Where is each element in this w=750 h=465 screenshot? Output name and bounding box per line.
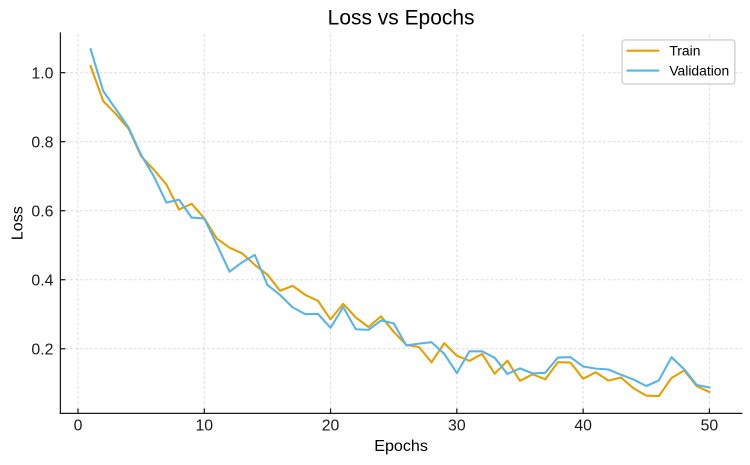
svg-text:20: 20 (322, 417, 340, 434)
svg-text:0.2: 0.2 (31, 341, 53, 358)
svg-text:0: 0 (74, 417, 83, 434)
svg-text:Loss: Loss (9, 206, 27, 240)
svg-text:Loss vs Epochs: Loss vs Epochs (328, 7, 475, 30)
svg-text:1.0: 1.0 (31, 65, 53, 82)
svg-text:Epochs: Epochs (374, 437, 428, 455)
svg-text:50: 50 (701, 417, 719, 434)
svg-text:0.4: 0.4 (31, 272, 53, 289)
svg-text:Train: Train (669, 43, 700, 59)
svg-text:0.6: 0.6 (31, 203, 53, 220)
svg-text:40: 40 (574, 417, 592, 434)
svg-text:0.8: 0.8 (31, 134, 53, 151)
svg-text:Validation: Validation (669, 62, 729, 78)
svg-text:10: 10 (195, 417, 213, 434)
svg-text:30: 30 (448, 417, 466, 434)
